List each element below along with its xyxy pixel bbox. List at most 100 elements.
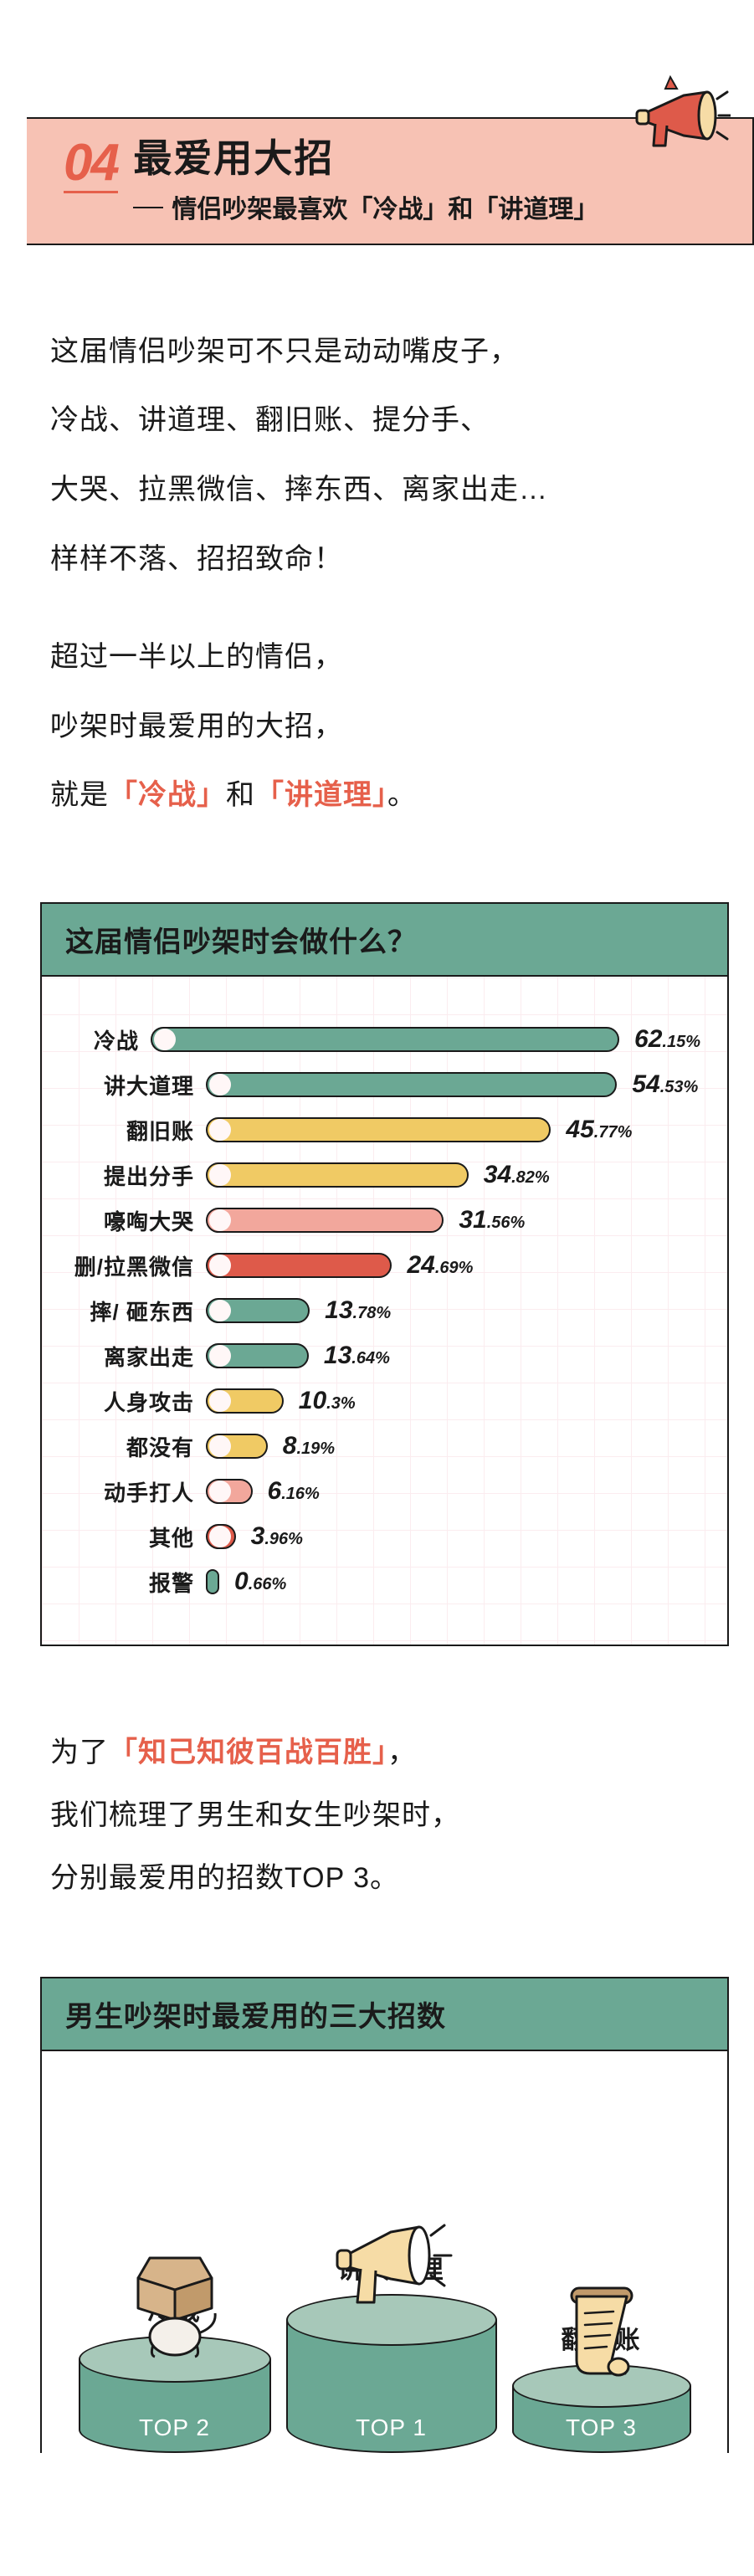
row-value: 54.53% [632,1070,698,1099]
row-bar: 31.56% [206,1206,700,1234]
row-bar: 45.77% [206,1116,700,1144]
podium-rank: TOP 3 [512,2414,691,2441]
highlight: 「知己知彼百战百胜」 [109,1737,387,1768]
boxhead-cat-icon [125,2250,225,2363]
chart-row: 嚎啕大哭 31.56% [62,1198,700,1243]
row-label: 翻旧账 [62,1115,206,1146]
bar-knob [209,1526,231,1547]
bar-pill [206,1072,617,1097]
row-label: 其他 [62,1521,206,1552]
section-number: 04 [64,137,118,193]
podium-rank: TOP 1 [286,2414,497,2441]
paragraph-1: 这届情侣吵架可不只是动动嘴皮子，冷战、讲道理、翻旧账、提分手、大哭、拉黑微信、摔… [0,245,754,828]
chart-rows: 冷战62.15%讲大道理54.53%翻旧账45.77%提出分手34.82%嚎啕大… [42,977,727,1604]
bar-knob [209,1209,231,1231]
row-label: 人身攻击 [62,1386,206,1417]
chart-row: 报警 0.66% [62,1559,700,1604]
row-value: 62.15% [634,1025,700,1054]
para-line: 分别最爱用的招数TOP 3。 [50,1847,704,1910]
row-label: 都没有 [62,1431,206,1462]
bar-pill [206,1162,469,1188]
chart-title: 这届情侣吵架时会做什么？ [42,904,727,977]
bar-knob [209,1390,231,1412]
bar-chart-panel: 这届情侣吵架时会做什么？ 冷战 62.15% 讲大道理 54.53% 翻旧账45.77%… [40,902,729,1646]
highlight: 「冷战」 [109,779,226,811]
row-value: 10.3% [299,1387,356,1415]
chart-row: 冷战 62.15% [62,1017,700,1062]
bar-pill [206,1343,309,1368]
bar-pill [206,1569,219,1594]
para-line: 吵架时最爱用的大招， [50,695,704,758]
para-line: 就是「冷战」和「讲道理」。 [50,764,704,827]
section-header-box: 04 最爱用大招 情侣吵架最喜欢「冷战」和「讲道理」 [27,117,754,245]
chart-row: 提出分手34.82% [62,1152,700,1198]
podium-rank: TOP 2 [79,2414,271,2441]
row-bar: 54.53% [206,1070,700,1099]
chart-row: 翻旧账45.77% [62,1107,700,1152]
megaphone-icon [630,74,731,166]
bar-knob [209,1435,231,1457]
para-line: 为了「知己知彼百战百胜」， [50,1722,704,1784]
para-line: 超过一半以上的情侣， [50,626,704,689]
para-line: 冷战、讲道理、翻旧账、提分手、 [50,389,704,452]
chart-row: 删/拉黑微信24.69% [62,1243,700,1288]
bar-pill [151,1027,619,1052]
para-line: 我们梳理了男生和女生吵架时， [50,1784,704,1847]
row-value: 13.64% [324,1342,390,1370]
paragraph-2: 为了「知己知彼百战百胜」， 我们梳理了男生和女生吵架时， 分别最爱用的招数TOP… [0,1646,754,1909]
row-label: 动手打人 [62,1476,206,1507]
podium-row: 冷战 TOP 2讲大道理 [42,2051,727,2453]
row-value: 31.56% [459,1206,525,1234]
male-top3-panel: 男生吵架时最爱用的三大招数 冷战 TOP 2讲大道理 [40,1977,729,2453]
row-label: 嚎啕大哭 [62,1205,206,1236]
row-label: 删/拉黑微信 [62,1250,206,1281]
bar-pill [206,1388,284,1414]
row-label: 提出分手 [62,1160,206,1191]
row-bar: 34.82% [206,1161,700,1189]
chart-row: 都没有8.19% [62,1424,700,1469]
row-label: 离家出走 [62,1341,206,1372]
row-bar: 13.78% [206,1296,700,1325]
para-line: 样样不落、招招致命！ [50,528,704,591]
para-line: 这届情侣吵架可不只是动动嘴皮子， [50,321,704,383]
section-title: 最爱用大招 [133,137,598,180]
chart-row: 人身攻击 10.3% [62,1378,700,1424]
row-bar: 62.15% [151,1025,700,1054]
row-label: 冷战 [62,1024,151,1055]
section-header: 04 最爱用大招 情侣吵架最喜欢「冷战」和「讲道理」 [0,117,754,245]
chart-row: 摔/ 砸东西13.78% [62,1288,700,1333]
highlight: 「讲道理」 [255,779,387,811]
bar-pill [206,1253,392,1278]
bar-pill [206,1479,253,1504]
chart-row: 离家出走 13.64% [62,1333,700,1378]
chart-row: 其他3.96% [62,1514,700,1559]
megaphone-icon [329,2202,454,2323]
row-bar: 0.66% [206,1568,700,1596]
podium: 翻旧账 TOP 3 [512,2319,691,2453]
row-bar: 24.69% [206,1251,700,1280]
row-label: 报警 [62,1567,206,1598]
row-bar: 13.64% [206,1342,700,1370]
bar-pill [206,1298,310,1323]
bar-pill [206,1117,551,1142]
row-label: 摔/ 砸东西 [62,1296,206,1326]
section-header-texts: 最爱用大招 情侣吵架最喜欢「冷战」和「讲道理」 [133,137,598,225]
bar-knob [209,1119,231,1141]
bar-knob [209,1255,231,1276]
chart-row: 讲大道理 54.53% [62,1062,700,1107]
bar-knob [209,1164,231,1186]
podium: 讲大道理 TOP 1 [286,2249,497,2453]
section-subtitle: 情侣吵架最喜欢「冷战」和「讲道理」 [133,188,598,225]
row-bar: 3.96% [206,1522,700,1551]
bar-knob [209,1345,231,1367]
bar-knob [209,1074,231,1096]
bar-pill [206,1208,444,1233]
row-label: 讲大道理 [62,1070,206,1101]
row-value: 6.16% [268,1477,320,1506]
male-top3-title: 男生吵架时最爱用的三大招数 [42,1978,727,2051]
row-value: 0.66% [234,1568,286,1596]
row-bar: 8.19% [206,1432,700,1460]
row-bar: 10.3% [206,1387,700,1415]
para-line: 大哭、拉黑微信、摔东西、离家出走… [50,459,704,521]
row-bar: 6.16% [206,1477,700,1506]
